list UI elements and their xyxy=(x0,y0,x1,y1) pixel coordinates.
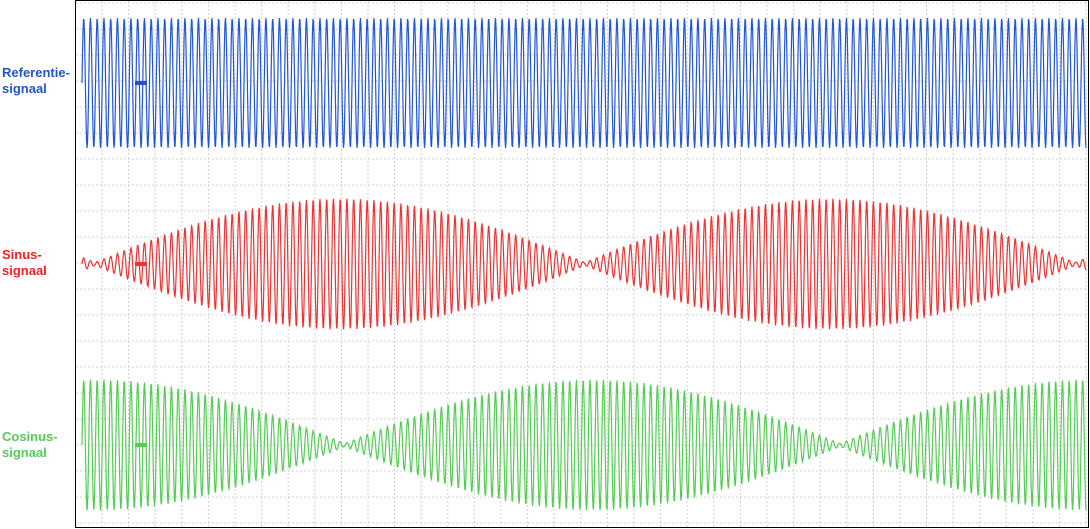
signal-label: signaal xyxy=(2,263,47,278)
signal-label: Sinus- xyxy=(2,247,42,262)
channel-marker xyxy=(135,262,147,266)
waves xyxy=(81,18,1087,511)
signal-label: Cosinus- xyxy=(2,429,58,444)
signal-label: Referentie- xyxy=(2,65,70,80)
channel-marker xyxy=(135,443,147,447)
channel-marker xyxy=(135,81,147,85)
waveform xyxy=(81,18,1087,148)
signal-label: signaal xyxy=(2,445,47,460)
signal-label: signaal xyxy=(2,81,47,96)
waveform xyxy=(81,198,1087,330)
waveform xyxy=(81,379,1087,511)
